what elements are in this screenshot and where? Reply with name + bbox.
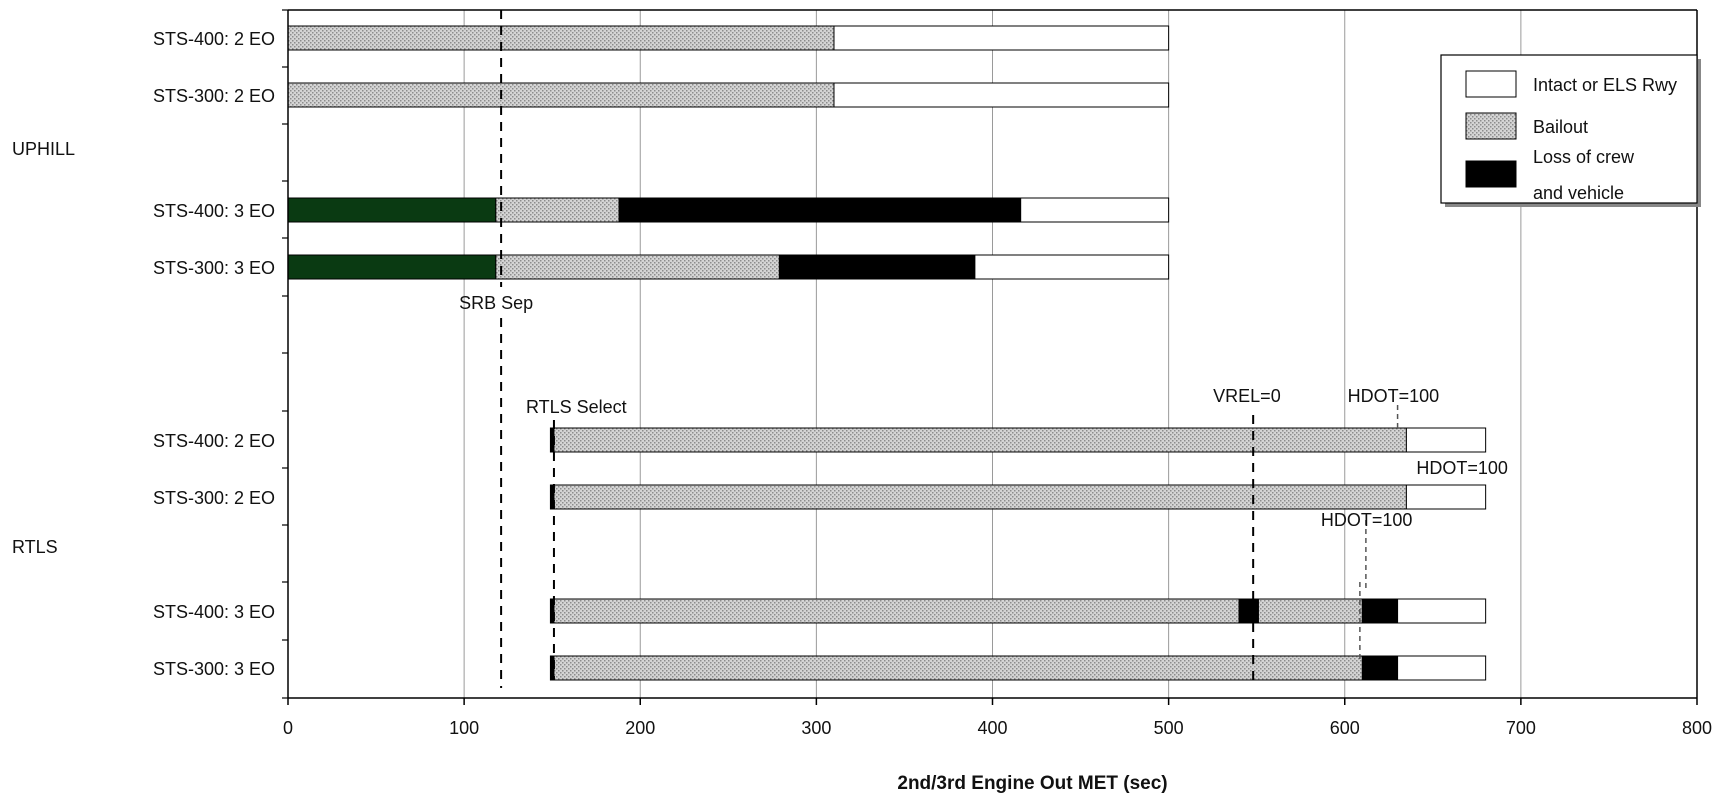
group-label: UPHILL xyxy=(12,139,75,159)
annotation-label: HDOT=100 xyxy=(1321,510,1413,530)
annotation-label: HDOT=100 xyxy=(1348,386,1440,406)
legend-swatch-loss xyxy=(1465,160,1517,188)
row-label: STS-300: 2 EO xyxy=(153,86,275,106)
row-label: STS-400: 3 EO xyxy=(153,602,275,622)
x-axis-title: 2nd/3rd Engine Out MET (sec) xyxy=(897,773,1167,794)
bar-segment-bailout xyxy=(553,484,1407,510)
row-label: STS-400: 2 EO xyxy=(153,29,275,49)
x-tick-label: 600 xyxy=(1330,718,1360,738)
bar-segment-loss xyxy=(778,254,976,280)
bar-segment-bailout xyxy=(287,25,835,51)
bar-segment-intact xyxy=(833,25,1170,51)
bar-segment-bailout xyxy=(495,197,620,223)
x-tick-label: 700 xyxy=(1506,718,1536,738)
row-label: STS-300: 3 EO xyxy=(153,258,275,278)
bar-segment-intact xyxy=(1397,655,1487,681)
annotation-label: VREL=0 xyxy=(1213,386,1281,406)
bar-segment-intact xyxy=(974,254,1170,280)
row-label: STS-400: 3 EO xyxy=(153,201,275,221)
bar-segment-loss xyxy=(1361,655,1399,681)
annotation-label: RTLS Select xyxy=(526,397,627,417)
bar-segment-nominal xyxy=(287,197,497,223)
x-tick-label: 800 xyxy=(1682,718,1712,738)
x-tick-label: 0 xyxy=(283,718,293,738)
legend-label: and vehicle xyxy=(1533,183,1624,203)
row-label: STS-400: 2 EO xyxy=(153,431,275,451)
x-tick-label: 400 xyxy=(977,718,1007,738)
bar-segment-loss xyxy=(1238,598,1259,624)
x-tick-label: 300 xyxy=(801,718,831,738)
group-label: RTLS xyxy=(12,537,58,557)
bar-segment-intact xyxy=(1397,598,1487,624)
bar-segment-bailout xyxy=(553,655,1363,681)
bar-segment-bailout xyxy=(553,598,1240,624)
bar-segment-nominal xyxy=(287,254,497,280)
legend-label: Intact or ELS Rwy xyxy=(1533,75,1677,95)
bar-segment-bailout xyxy=(287,82,835,108)
bar-segment-intact xyxy=(833,82,1170,108)
bar-segment-loss xyxy=(618,197,1022,223)
annotation-label: SRB Sep xyxy=(459,293,533,313)
bar-segment-intact xyxy=(1020,197,1170,223)
bar-segment-intact xyxy=(1405,427,1487,453)
row-label: STS-300: 2 EO xyxy=(153,488,275,508)
bar-segment-bailout xyxy=(495,254,780,280)
bar-segment-intact xyxy=(1405,484,1487,510)
legend-label: Loss of crew xyxy=(1533,147,1635,167)
bar-segment-bailout xyxy=(553,427,1407,453)
annotation-label: HDOT=100 xyxy=(1416,458,1508,478)
legend-swatch-bailout xyxy=(1465,112,1517,140)
bar-segment-bailout xyxy=(1257,598,1363,624)
row-label: STS-300: 3 EO xyxy=(153,659,275,679)
bar-segment-loss xyxy=(1361,598,1399,624)
legend-swatch-intact xyxy=(1465,70,1517,98)
x-tick-label: 100 xyxy=(449,718,479,738)
x-tick-label: 500 xyxy=(1154,718,1184,738)
x-tick-label: 200 xyxy=(625,718,655,738)
legend-label: Bailout xyxy=(1533,117,1588,137)
